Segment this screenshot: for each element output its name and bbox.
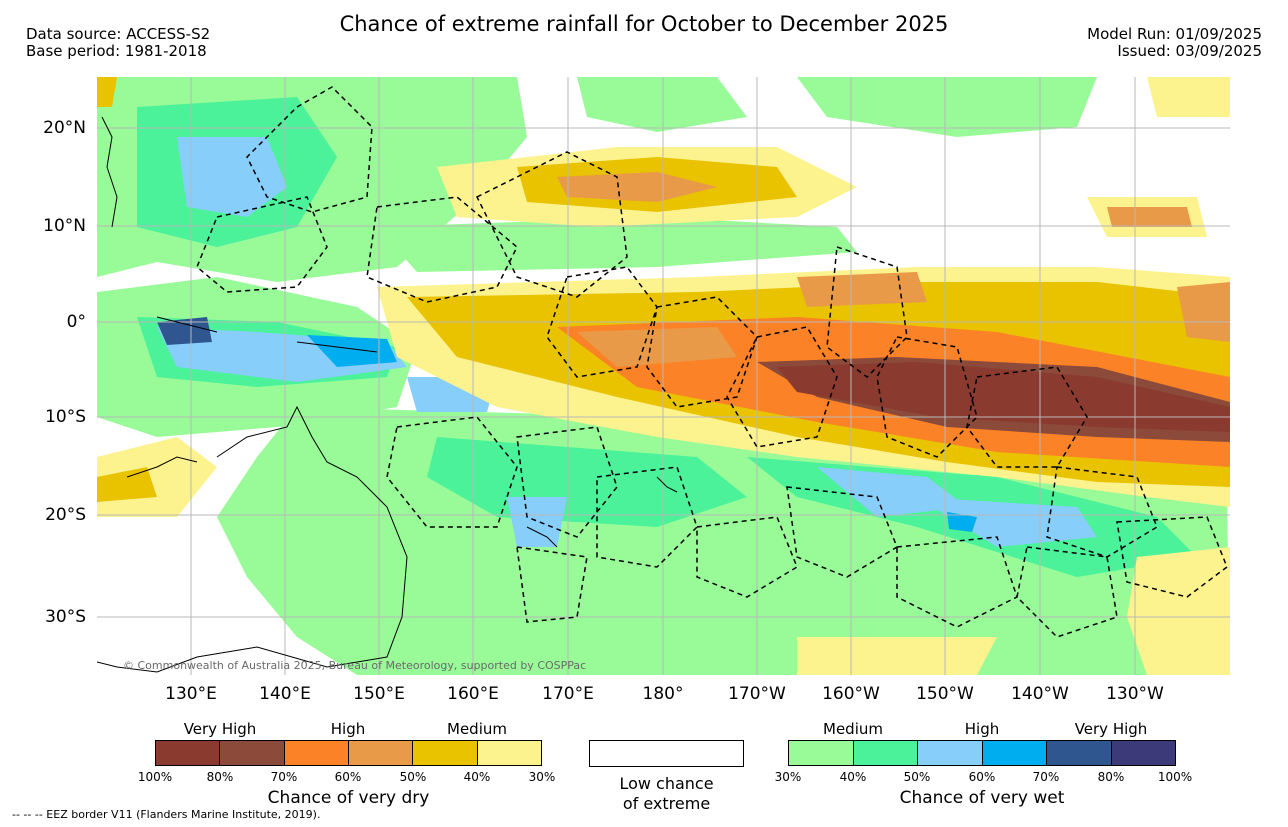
wet-swatch	[789, 741, 854, 765]
lon-label-170w: 170°W	[728, 684, 786, 704]
wet-tick: 30%	[774, 770, 802, 784]
lon-label-130w: 130°W	[1106, 684, 1164, 704]
wet-tick: 100%	[1157, 770, 1193, 784]
dry-swatch	[348, 741, 414, 765]
wet-swatch	[1111, 741, 1175, 765]
dry-swatch	[284, 741, 349, 765]
lon-label-160e: 160°E	[447, 684, 499, 704]
rainfall-map	[97, 77, 1230, 675]
wet-swatch	[853, 741, 918, 765]
wet-group-medium: Medium	[823, 720, 883, 738]
wet-swatch	[1047, 741, 1112, 765]
model-run-label: Model Run: 01/09/2025	[1087, 25, 1262, 43]
dry-group-high: High	[330, 720, 366, 738]
data-source-label: Data source: ACCESS-S2	[26, 25, 211, 43]
lat-label-30s: 30°S	[45, 607, 86, 627]
wet-swatch	[982, 741, 1047, 765]
dry-shading	[97, 77, 1230, 675]
lon-label-160w: 160°W	[822, 684, 880, 704]
lon-label-150e: 150°E	[353, 684, 405, 704]
dry-tick: 60%	[334, 770, 362, 784]
wet-group-high: High	[964, 720, 1000, 738]
map-title: Chance of extreme rainfall for October t…	[339, 12, 949, 36]
wet-tick: 70%	[1032, 770, 1060, 784]
model-run-block: Model Run: 01/09/2025 Issued: 03/09/2025	[1087, 26, 1262, 60]
dry-caption: Chance of very dry	[267, 788, 430, 808]
graticule	[97, 77, 1230, 675]
dry-tick: 40%	[463, 770, 491, 784]
eez-borders	[196, 86, 1228, 638]
low-chance-swatch	[589, 740, 744, 767]
dry-tick: 30%	[528, 770, 556, 784]
wet-tick: 60%	[968, 770, 996, 784]
lon-label-180: 180°	[642, 684, 684, 704]
issued-label: Issued: 03/09/2025	[1117, 42, 1262, 60]
dry-group-very-high: Very High	[183, 720, 257, 738]
wet-tick: 50%	[903, 770, 931, 784]
lat-label-20n: 20°N	[43, 118, 86, 138]
low-chance-line1: Low chance	[619, 774, 714, 793]
wet-tick: 80%	[1097, 770, 1125, 784]
coastlines	[97, 116, 678, 673]
lat-label-0: 0°	[66, 312, 86, 332]
dry-swatch	[156, 741, 221, 765]
wet-swatch	[918, 741, 983, 765]
wet-group-very-high: Very High	[1074, 720, 1148, 738]
lat-label-10s: 10°S	[45, 407, 86, 427]
wet-tick: 40%	[839, 770, 867, 784]
copyright-credit: © Commonwealth of Australia 2025, Bureau…	[123, 659, 587, 672]
dry-group-medium: Medium	[447, 720, 507, 738]
dry-tick: 80%	[206, 770, 234, 784]
lon-label-150w: 150°W	[916, 684, 974, 704]
lat-label-20s: 20°S	[45, 505, 86, 525]
eez-footnote: -- -- -- EEZ border V11 (Flanders Marine…	[12, 808, 321, 821]
base-period-label: Base period: 1981-2018	[26, 42, 207, 60]
lon-label-170e: 170°E	[542, 684, 594, 704]
low-chance-label: Low chance of extreme	[589, 774, 744, 814]
dry-colorbar	[155, 740, 542, 766]
dry-tick: 50%	[399, 770, 427, 784]
low-chance-line2: of extreme	[622, 794, 711, 813]
dry-swatch	[477, 741, 541, 765]
lon-label-130e: 130°E	[165, 684, 217, 704]
dry-tick: 70%	[270, 770, 298, 784]
wet-colorbar	[788, 740, 1176, 766]
lon-label-140e: 140°E	[259, 684, 311, 704]
lat-label-10n: 10°N	[43, 216, 86, 236]
wet-caption: Chance of very wet	[899, 788, 1065, 808]
data-source-block: Data source: ACCESS-S2 Base period: 1981…	[26, 26, 210, 60]
dry-tick: 100%	[137, 770, 173, 784]
dry-swatch	[220, 741, 285, 765]
dry-swatch	[413, 741, 478, 765]
lon-label-140w: 140°W	[1011, 684, 1069, 704]
